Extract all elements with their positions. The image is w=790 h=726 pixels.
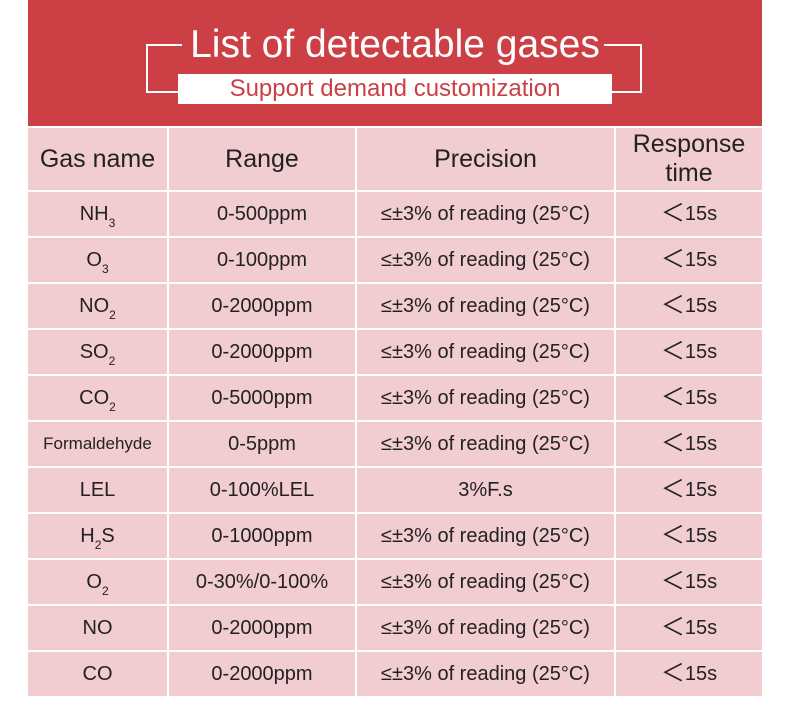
response-time-cell: ＜ 15s — [616, 284, 762, 328]
response-time-cell: ＜ 15s — [616, 652, 762, 696]
gas-label: CO — [82, 663, 113, 685]
range-cell: 0-5000ppm — [169, 376, 355, 420]
less-than-symbol: ＜ — [660, 338, 685, 365]
response-time-value: 15s — [684, 663, 718, 685]
range-cell: 0-5ppm — [169, 422, 355, 466]
title-bracket-left-bottom — [146, 91, 178, 93]
gas-label: H — [80, 525, 95, 547]
range-cell: 0-100ppm — [169, 238, 355, 282]
precision-cell: ≤±3% of reading (25°C) — [357, 330, 614, 374]
gas-label: NH — [79, 203, 109, 225]
less-than-symbol: ＜ — [660, 246, 685, 273]
response-time-cell: ＜ 15s — [616, 560, 762, 604]
response-time-value: 15s — [684, 249, 718, 271]
response-time-cell: ＜ 15s — [616, 514, 762, 558]
column-header-gas-name: Gas name — [28, 128, 167, 190]
page-subtitle: Support demand customization — [229, 75, 561, 102]
less-than-symbol: ＜ — [660, 200, 685, 227]
precision-cell: ≤±3% of reading (25°C) — [357, 422, 614, 466]
range-cell: 0-2000ppm — [169, 284, 355, 328]
less-than-symbol: ＜ — [660, 660, 685, 687]
column-header-response-time: Response time — [616, 128, 762, 190]
title-bracket-right-top — [604, 44, 642, 46]
gas-name-cell-so2: SO 2 — [28, 330, 167, 374]
response-time-cell: ＜ 15s — [616, 330, 762, 374]
less-than-symbol: ＜ — [660, 568, 685, 595]
gas-name-cell-no2: NO 2 — [28, 284, 167, 328]
range-cell: 0-100%LEL — [169, 468, 355, 512]
range-cell: 0-30%/0-100% — [169, 560, 355, 604]
precision-cell: ≤±3% of reading (25°C) — [357, 192, 614, 236]
gas-label: O — [86, 249, 102, 271]
title-bracket-right-vertical — [640, 44, 642, 93]
page-title: List of detectable gases — [190, 23, 600, 66]
gas-name-cell-formaldehyde: Formaldehyde — [28, 422, 167, 466]
gas-name-cell-co2: CO 2 — [28, 376, 167, 420]
response-time-value: 15s — [684, 295, 718, 317]
precision-cell: ≤±3% of reading (25°C) — [357, 606, 614, 650]
precision-cell: ≤±3% of reading (25°C) — [357, 284, 614, 328]
gas-name-cell-no: NO — [28, 606, 167, 650]
range-cell: 0-500ppm — [169, 192, 355, 236]
precision-cell: ≤±3% of reading (25°C) — [357, 560, 614, 604]
range-cell: 0-2000ppm — [169, 652, 355, 696]
gas-label: SO — [79, 341, 109, 363]
title-bracket-left-vertical — [146, 44, 148, 93]
response-time-value: 15s — [684, 341, 718, 363]
title-bracket-right-bottom — [612, 91, 642, 93]
gas-label: Formaldehyde — [43, 434, 152, 453]
gas-name-cell-co: CO — [28, 652, 167, 696]
range-cell: 0-2000ppm — [169, 330, 355, 374]
precision-cell: ≤±3% of reading (25°C) — [357, 514, 614, 558]
response-time-value: 15s — [684, 479, 718, 501]
column-header-precision: Precision — [357, 128, 614, 190]
response-time-value: 15s — [684, 433, 718, 455]
gas-label: NO — [82, 617, 113, 639]
range-cell: 0-2000ppm — [169, 606, 355, 650]
response-time-cell: ＜ 15s — [616, 238, 762, 282]
precision-cell: ≤±3% of reading (25°C) — [357, 376, 614, 420]
less-than-symbol: ＜ — [660, 476, 685, 503]
header-banner: List of detectable gases Support demand … — [28, 0, 762, 126]
column-header-range: Range — [169, 128, 355, 190]
gas-label: S — [101, 525, 115, 547]
response-time-value: 15s — [684, 525, 718, 547]
gas-label: CO — [79, 387, 110, 409]
gas-label: NO — [79, 295, 110, 317]
less-than-symbol: ＜ — [660, 430, 685, 457]
precision-cell: 3%F.s — [357, 468, 614, 512]
gas-name-cell-nh3: NH 3 — [28, 192, 167, 236]
gas-name-cell-lel: LEL — [28, 468, 167, 512]
response-time-value: 15s — [684, 203, 718, 225]
subtitle-box: Support demand customization — [178, 74, 612, 104]
response-time-cell: ＜ 15s — [616, 606, 762, 650]
less-than-symbol: ＜ — [660, 384, 685, 411]
response-time-value: 15s — [684, 387, 718, 409]
response-time-cell: ＜ 15s — [616, 192, 762, 236]
less-than-symbol: ＜ — [660, 522, 685, 549]
response-time-cell: ＜ 15s — [616, 422, 762, 466]
response-time-cell: ＜ 15s — [616, 468, 762, 512]
response-time-value: 15s — [684, 571, 718, 593]
gas-label: O — [86, 571, 102, 593]
title-bracket-left-top — [146, 44, 182, 46]
less-than-symbol: ＜ — [660, 614, 685, 641]
gas-label: LEL — [79, 479, 116, 501]
gas-table: Gas name Range Precision Response time N… — [28, 128, 762, 696]
response-time-cell: ＜ 15s — [616, 376, 762, 420]
range-cell: 0-1000ppm — [169, 514, 355, 558]
precision-cell: ≤±3% of reading (25°C) — [357, 238, 614, 282]
less-than-symbol: ＜ — [660, 292, 685, 319]
precision-cell: ≤±3% of reading (25°C) — [357, 652, 614, 696]
response-time-value: 15s — [684, 617, 718, 639]
